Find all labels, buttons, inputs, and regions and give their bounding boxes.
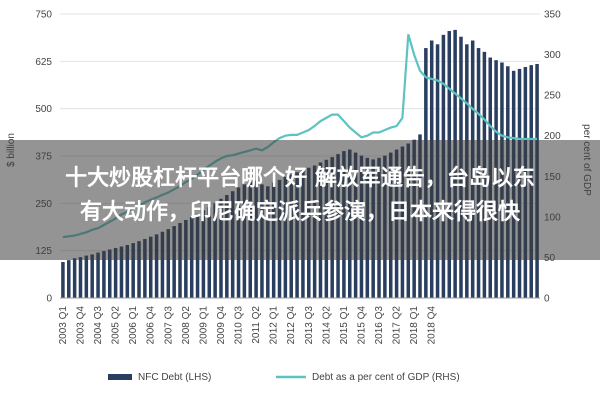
x-tick-label: 2003 Q4 bbox=[76, 306, 87, 345]
x-tick-label: 2011 Q2 bbox=[251, 306, 262, 344]
bar bbox=[108, 249, 112, 298]
bar bbox=[67, 260, 71, 298]
x-tick-label: 2003 Q1 bbox=[58, 306, 69, 345]
right-tick-label: 350 bbox=[544, 10, 561, 21]
x-tick-label: 2004 Q3 bbox=[93, 306, 104, 345]
x-tick-label: 2016 Q3 bbox=[374, 306, 385, 345]
left-tick-label: 0 bbox=[46, 294, 52, 305]
bar bbox=[154, 234, 159, 298]
legend-swatch-nfc-debt bbox=[108, 374, 132, 380]
x-tick-label: 2018 Q1 bbox=[409, 306, 420, 345]
legend-label-nfc-debt: NFC Debt (LHS) bbox=[138, 372, 211, 383]
x-tick-label: 2010 Q3 bbox=[234, 306, 245, 345]
left-tick-label: 625 bbox=[35, 57, 52, 68]
right-tick-label: 200 bbox=[544, 131, 561, 142]
left-tick-label: 500 bbox=[35, 104, 52, 115]
x-tick-label: 2006 Q1 bbox=[128, 306, 139, 345]
bar bbox=[84, 255, 89, 298]
x-tick-label: 2014 Q2 bbox=[321, 306, 332, 345]
left-tick-label: 750 bbox=[35, 10, 52, 21]
bar bbox=[96, 252, 100, 298]
x-tick-label: 2009 Q4 bbox=[216, 306, 227, 345]
x-tick-label: 2005 Q2 bbox=[111, 306, 122, 345]
right-tick-label: 0 bbox=[544, 294, 550, 305]
bar bbox=[178, 223, 182, 298]
bar bbox=[78, 257, 83, 298]
x-tick-label: 2007 Q3 bbox=[163, 306, 174, 345]
x-tick-label: 2008 Q2 bbox=[181, 306, 192, 345]
bar bbox=[72, 258, 77, 298]
legend-label-debt-gdp: Debt as a per cent of GDP (RHS) bbox=[312, 372, 460, 383]
x-tick-label: 2006 Q4 bbox=[146, 306, 157, 345]
bar bbox=[148, 236, 153, 298]
bar bbox=[166, 229, 171, 298]
x-tick-label: 2018 Q4 bbox=[427, 306, 438, 345]
bar bbox=[160, 231, 165, 298]
bar bbox=[113, 248, 118, 298]
headline-line-1: 十大炒股杠杆平台哪个好 解放军通告，台岛以东 bbox=[65, 166, 535, 191]
x-tick-label: 2009 Q1 bbox=[198, 306, 209, 345]
bar bbox=[61, 262, 65, 298]
bar bbox=[131, 243, 135, 298]
headline-banner bbox=[0, 140, 600, 260]
bar bbox=[143, 238, 147, 298]
bar bbox=[172, 226, 176, 298]
bar bbox=[90, 254, 94, 298]
x-tick-label: 2012 Q4 bbox=[286, 306, 297, 345]
x-tick-label: 2017 Q2 bbox=[392, 306, 403, 345]
x-tick-label: 2015 Q1 bbox=[339, 306, 350, 345]
right-tick-label: 300 bbox=[544, 50, 561, 61]
x-axis-ticks: 2003 Q1 2003 Q4 2004 Q3 2005 Q2 2006 Q1 2006 … bbox=[58, 306, 438, 345]
bar bbox=[119, 246, 124, 298]
legend: NFC Debt (LHS) Debt as a per cent of GDP… bbox=[108, 372, 460, 383]
bar bbox=[102, 251, 106, 298]
x-tick-label: 2013 Q3 bbox=[304, 306, 315, 345]
x-tick-label: 2015 Q4 bbox=[357, 306, 368, 345]
x-tick-label: 2012 Q1 bbox=[269, 306, 280, 345]
right-tick-label: 250 bbox=[544, 91, 561, 102]
bar bbox=[125, 244, 130, 298]
headline-line-2: 有大动作，印尼确定派兵参演，日本来得很快 bbox=[79, 200, 520, 225]
bar bbox=[137, 241, 141, 298]
